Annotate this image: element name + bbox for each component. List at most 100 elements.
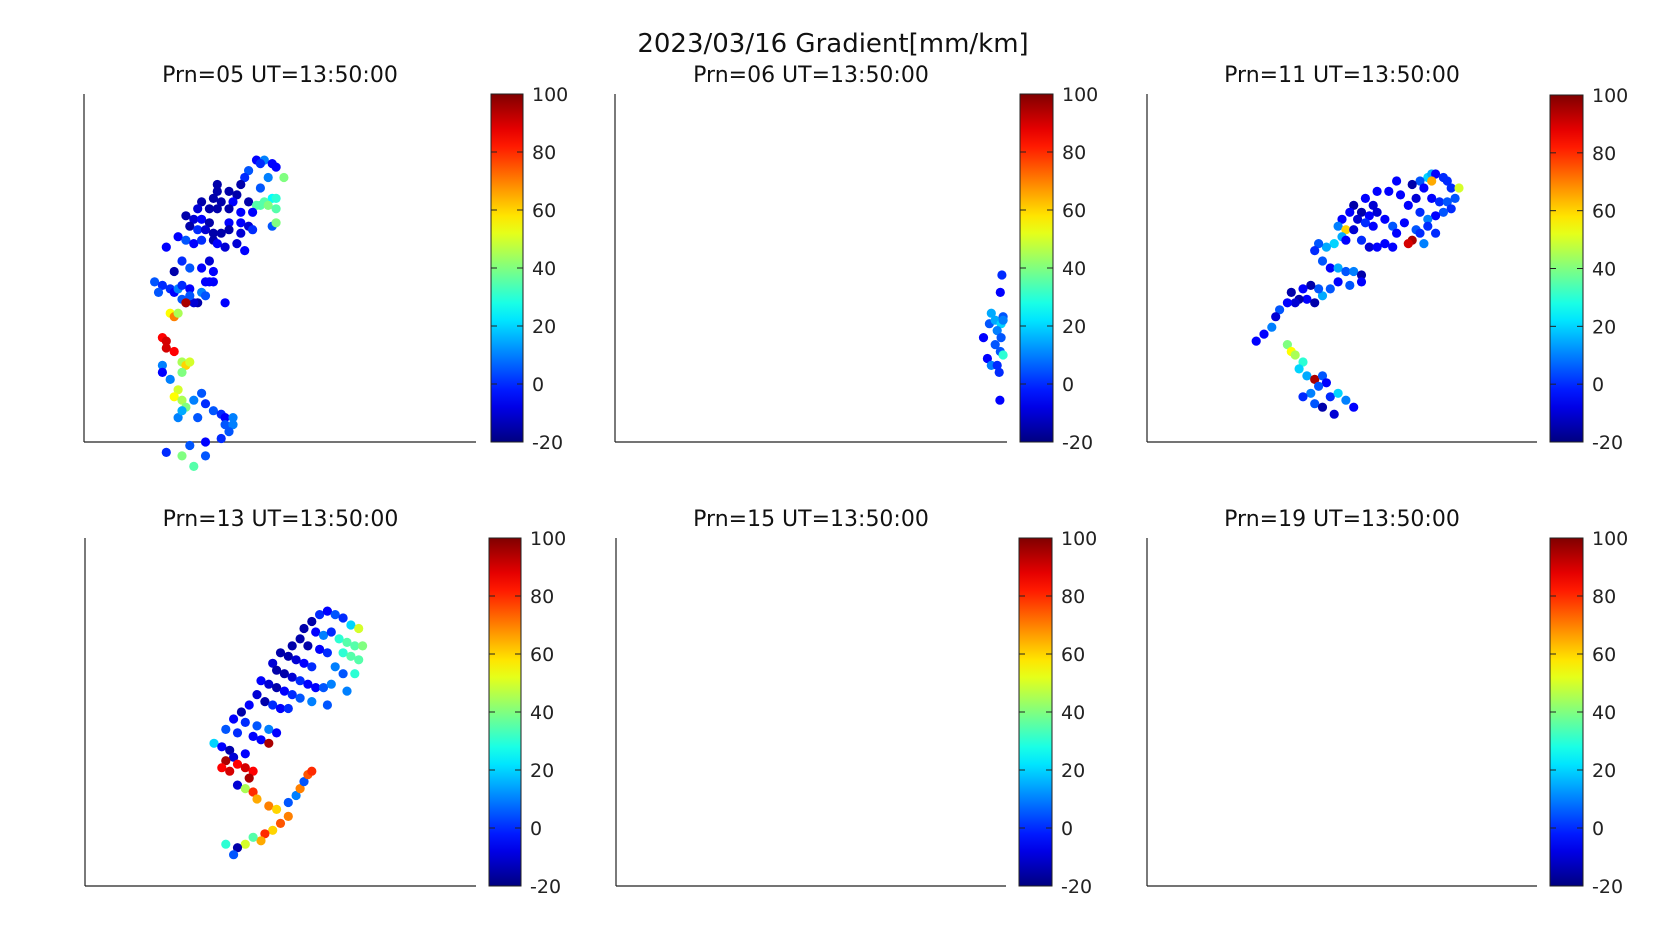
data-point xyxy=(240,172,250,183)
data-point xyxy=(990,340,1000,350)
figure-title: 2023/03/16 Gradient[mm/km] xyxy=(637,29,1028,59)
data-point xyxy=(225,766,235,776)
colorbar-tick-label: 80 xyxy=(1592,586,1616,608)
data-point xyxy=(221,756,231,766)
data-point xyxy=(1314,239,1324,249)
data-point xyxy=(272,728,282,738)
data-point xyxy=(1290,298,1300,308)
data-point xyxy=(1349,402,1359,412)
data-point xyxy=(330,610,340,620)
data-point xyxy=(1275,305,1285,315)
data-point xyxy=(1442,197,1452,207)
data-point xyxy=(216,197,226,207)
data-point xyxy=(1364,211,1374,221)
data-point xyxy=(1407,179,1417,190)
data-point xyxy=(229,850,239,860)
colorbar-tick-label: 40 xyxy=(1062,258,1086,280)
data-point xyxy=(1306,388,1316,398)
colorbar-tick-label: 0 xyxy=(1062,374,1074,396)
data-point xyxy=(992,360,1002,370)
colorbar-tick-label: 0 xyxy=(1061,818,1073,840)
data-point xyxy=(1415,207,1425,217)
data-point xyxy=(1329,409,1339,419)
data-point xyxy=(185,440,195,451)
data-point xyxy=(220,413,230,423)
colorbar-tick-label: 40 xyxy=(532,258,556,280)
data-point xyxy=(204,256,214,266)
data-point xyxy=(197,263,207,273)
data-point xyxy=(173,413,183,423)
data-point xyxy=(248,225,258,235)
data-point xyxy=(1306,280,1316,290)
data-point xyxy=(244,773,254,783)
colorbar-tick-label: 100 xyxy=(1592,85,1628,107)
data-point xyxy=(1431,211,1441,221)
data-point xyxy=(1356,277,1367,287)
data-point xyxy=(291,790,301,801)
colorbar-tick-label: 60 xyxy=(530,644,554,666)
data-point xyxy=(1310,374,1320,384)
data-point xyxy=(236,207,246,217)
subplot-title: Prn=15 UT=13:50:00 xyxy=(693,507,929,532)
data-point xyxy=(1419,183,1429,193)
data-point xyxy=(1446,183,1456,193)
colorbar-tick-label: 100 xyxy=(1062,84,1098,106)
colorbar-tick-label: -20 xyxy=(532,432,563,454)
data-point xyxy=(354,655,364,665)
data-point xyxy=(185,221,195,231)
data-point xyxy=(982,353,993,364)
data-point xyxy=(189,461,199,471)
colorbar-tick-label: 60 xyxy=(1592,201,1616,223)
data-point xyxy=(994,367,1004,377)
data-point xyxy=(1314,284,1324,294)
data-point xyxy=(240,839,250,849)
data-point xyxy=(173,308,183,318)
data-point xyxy=(1434,197,1445,207)
data-point xyxy=(1310,399,1320,409)
colorbar-tick-label: -20 xyxy=(1061,876,1092,898)
data-point xyxy=(228,413,238,423)
data-point xyxy=(217,763,227,773)
data-point xyxy=(185,357,195,367)
data-point xyxy=(208,193,218,203)
data-point xyxy=(260,697,270,707)
data-point xyxy=(189,298,199,308)
data-point xyxy=(287,641,297,651)
data-point xyxy=(157,360,167,370)
data-point xyxy=(1356,207,1367,217)
colorbar-tick-label: -20 xyxy=(1592,432,1623,454)
data-point xyxy=(997,270,1007,280)
data-point xyxy=(1450,193,1460,203)
data-point xyxy=(1349,225,1359,235)
data-point xyxy=(224,186,234,196)
data-point xyxy=(189,214,199,224)
data-point xyxy=(185,291,195,301)
data-point xyxy=(303,679,313,689)
data-point xyxy=(992,326,1002,336)
data-point xyxy=(165,374,175,384)
data-point xyxy=(307,697,317,707)
data-point xyxy=(295,693,305,703)
data-point xyxy=(193,204,203,214)
colorbar-tick-label: 60 xyxy=(1061,644,1085,666)
data-point xyxy=(221,724,231,735)
data-point xyxy=(200,225,211,235)
data-point xyxy=(224,218,234,228)
data-point xyxy=(177,256,187,266)
data-point xyxy=(169,392,179,402)
data-point xyxy=(268,825,278,835)
data-point xyxy=(1372,186,1382,196)
data-point xyxy=(1333,388,1343,398)
data-point xyxy=(271,218,281,228)
colorbar-tick-label: 100 xyxy=(1592,528,1628,550)
data-point xyxy=(307,662,317,672)
data-point xyxy=(220,298,230,308)
data-point xyxy=(271,204,281,214)
data-point xyxy=(1368,200,1378,210)
data-point xyxy=(299,623,309,634)
data-point xyxy=(338,669,348,679)
colorbar-tick-label: 80 xyxy=(532,142,556,164)
data-point xyxy=(995,395,1005,405)
data-point xyxy=(998,350,1008,360)
